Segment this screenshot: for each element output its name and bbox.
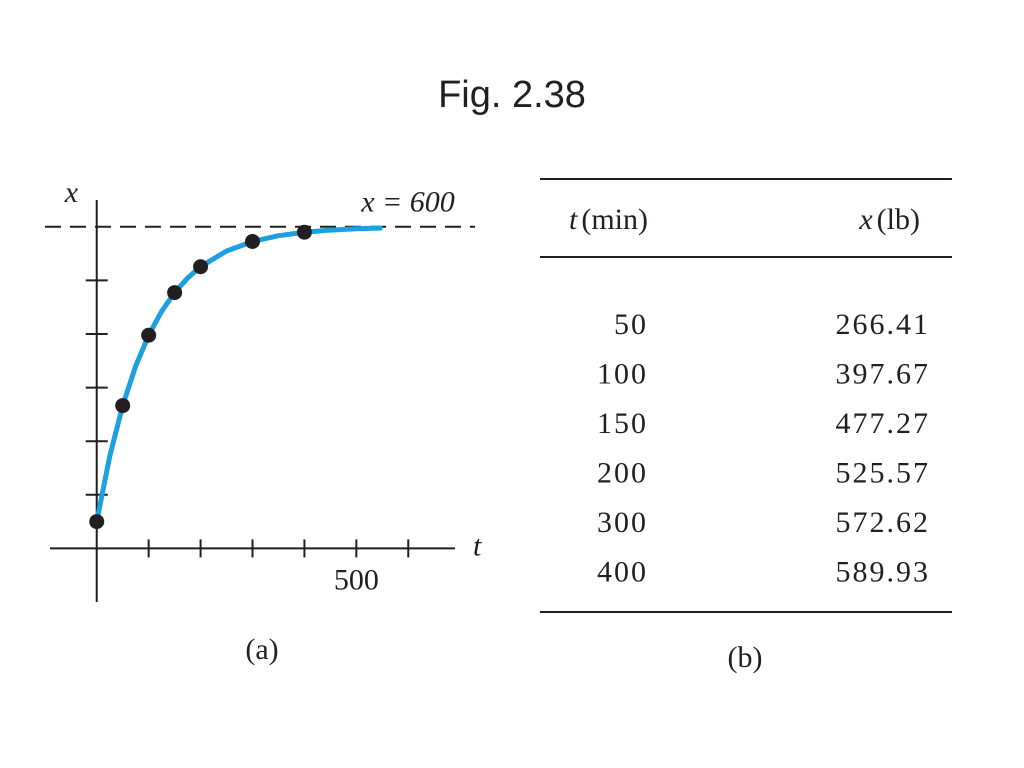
table-cell: 400 [597, 555, 648, 588]
table-caption: (b) [728, 641, 763, 674]
table-cell: 266.41 [836, 308, 931, 341]
x-tick-label: 500 [334, 563, 379, 596]
table-cell: 477.27 [836, 407, 931, 440]
table-cell: 397.67 [836, 357, 931, 390]
annotation: x = 600 [360, 186, 455, 219]
table-header: t (min) [569, 203, 648, 236]
table-cell: 300 [597, 506, 648, 539]
header-variable: t [569, 203, 578, 236]
table-cell: 100 [597, 357, 648, 390]
table-cell: 589.93 [836, 555, 931, 588]
table-cell: 150 [597, 407, 648, 440]
curve [94, 225, 383, 523]
table-header: x (lb) [858, 203, 920, 236]
chart-caption: (a) [245, 633, 278, 666]
x-axis-label: t [473, 529, 482, 562]
header-unit: (lb) [877, 203, 920, 236]
header-unit: (min) [581, 203, 648, 236]
data-point [141, 327, 157, 343]
table-cell: 50 [614, 308, 648, 341]
data-point [245, 233, 260, 249]
data-point [115, 398, 131, 414]
data-point [89, 514, 105, 530]
data-point [296, 224, 312, 240]
slide-title: Fig. 2.38 [438, 74, 586, 116]
table-cell: 525.57 [836, 456, 931, 489]
data-point [167, 285, 183, 301]
data-point [193, 259, 209, 275]
y-axis-label: x [64, 176, 79, 209]
header-variable: x [858, 203, 873, 236]
table-cell: 200 [597, 456, 648, 489]
table-cell: 572.62 [836, 506, 931, 539]
